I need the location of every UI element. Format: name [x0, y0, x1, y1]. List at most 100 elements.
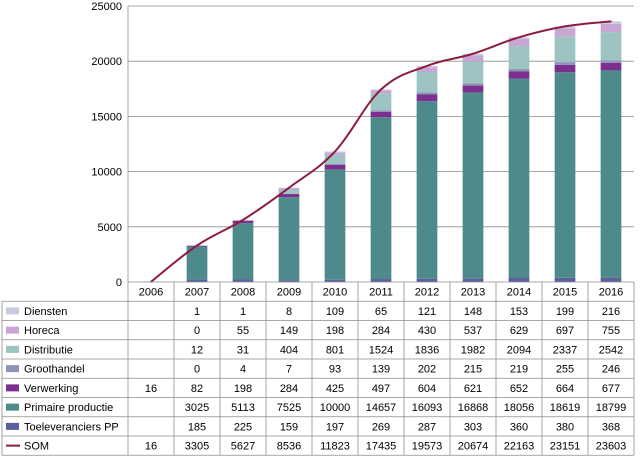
table-cell-value: 1982 [461, 344, 485, 356]
table-cell-value: 139 [372, 364, 390, 376]
bar-segment [370, 90, 392, 94]
table-cell-value: 621 [464, 383, 482, 395]
bar-segment [232, 220, 254, 224]
bar-segment [370, 110, 392, 112]
bar-segment [508, 69, 530, 72]
table-cell-value: 1 [240, 306, 246, 318]
bar-segment [416, 67, 438, 72]
bar-segment [462, 61, 484, 84]
bar-segment [232, 279, 254, 282]
table-cell-value: 17435 [366, 441, 397, 453]
series-label: Groothandel [24, 364, 85, 376]
table-cell-value: 629 [510, 325, 528, 337]
bar-segment [278, 280, 300, 282]
table-cell-value: 0 [194, 325, 200, 337]
bar-segment [462, 83, 484, 86]
bar-segment [600, 23, 622, 33]
category-label: 2010 [323, 287, 347, 299]
y-tick-label: 0 [116, 277, 122, 289]
bar-segment [600, 60, 622, 63]
table-cell-value: 16093 [412, 402, 443, 414]
series-label: SOM [24, 441, 49, 453]
table-cell-value: 697 [556, 325, 574, 337]
table-cell-value: 225 [234, 421, 252, 433]
category-label: 2013 [461, 287, 485, 299]
som-point [380, 88, 382, 91]
category-label: 2006 [139, 287, 163, 299]
som-point [472, 52, 474, 55]
bar-segment [416, 92, 438, 95]
som-point [334, 150, 336, 153]
table-cell-value: 2094 [507, 344, 531, 356]
legend-key [6, 307, 19, 315]
category-label: 2012 [415, 287, 439, 299]
table-cell-value: 664 [556, 383, 574, 395]
table-cell-value: 360 [510, 421, 528, 433]
legend-key [6, 422, 19, 430]
table-cell-value: 368 [602, 421, 620, 433]
bar-segment [554, 72, 576, 278]
som-point [288, 186, 290, 189]
table-cell-value: 14657 [366, 402, 397, 414]
bar-segment [600, 70, 622, 278]
bar-segment [278, 189, 300, 194]
y-tick-label: 10000 [91, 167, 122, 179]
legend-key [6, 403, 19, 411]
table-cell-value: 0 [194, 364, 200, 376]
table-cell-value: 284 [372, 325, 390, 337]
table-cell-value: 2337 [553, 344, 577, 356]
table-cell-value: 202 [418, 364, 436, 376]
category-label: 2014 [507, 287, 531, 299]
series-label: Toeleveranciers PP [24, 421, 119, 433]
bar-segment [554, 64, 576, 73]
bar-segment [416, 94, 438, 102]
table-cell-value: 153 [510, 306, 528, 318]
category-label: 2009 [277, 287, 301, 299]
table-cell-value: 199 [556, 306, 574, 318]
table-cell-value: 10000 [320, 402, 351, 414]
table-cell-value: 246 [602, 364, 620, 376]
table-cell-value: 4 [240, 364, 246, 376]
som-point [610, 20, 612, 23]
bar-segment [370, 111, 392, 118]
som-point [564, 25, 566, 28]
bar-segment [278, 194, 300, 198]
table-cell-value: 269 [372, 421, 390, 433]
table-cell-value: 215 [464, 364, 482, 376]
legend-key [6, 365, 19, 373]
table-cell-value: 22163 [504, 441, 535, 453]
table-cell-value: 5113 [231, 402, 255, 414]
bar-segment [324, 152, 346, 155]
y-tick-label: 20000 [91, 56, 122, 68]
category-label: 2015 [553, 287, 577, 299]
table-cell-value: 3025 [185, 402, 209, 414]
bar-segment [416, 71, 438, 93]
table-cell-value: 16 [145, 383, 157, 395]
table-cell-value: 121 [418, 306, 436, 318]
bar-segment [324, 163, 346, 165]
table-cell-value: 159 [280, 421, 298, 433]
bar-segment [554, 62, 576, 65]
category-label: 2016 [599, 287, 623, 299]
table-cell-value: 255 [556, 364, 574, 376]
table-cell-value: 18056 [504, 402, 535, 414]
table-cell-value: 7525 [277, 402, 301, 414]
bar-segment [278, 197, 300, 281]
table-cell-value: 197 [326, 421, 344, 433]
som-point [242, 219, 244, 221]
table-cell-value: 8 [286, 306, 292, 318]
legend-key [6, 345, 19, 353]
table-cell-value: 1524 [369, 344, 393, 356]
som-point [426, 65, 428, 67]
bar-segment [600, 62, 622, 71]
bar-segment [324, 154, 346, 164]
bar-segment [462, 55, 484, 62]
series-label: Diensten [24, 306, 67, 318]
table-cell-value: 303 [464, 421, 482, 433]
som-point [196, 244, 198, 247]
table-cell-value: 2542 [599, 344, 623, 356]
series-label: Primaire productie [24, 402, 113, 414]
table-cell-value: 1836 [415, 344, 439, 356]
table-cell-value: 219 [510, 364, 528, 376]
